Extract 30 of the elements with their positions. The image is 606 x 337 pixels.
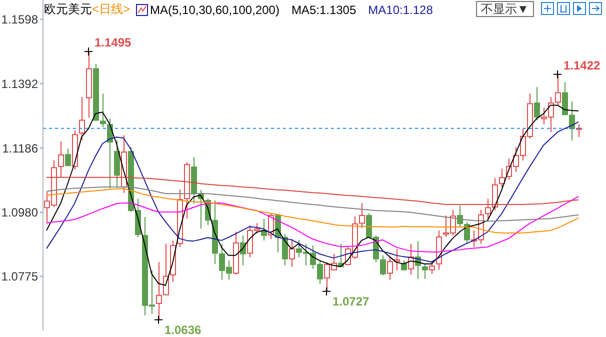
text: MA5:1.1305 [291, 2, 356, 16]
candlestick [464, 222, 470, 244]
candlestick [58, 140, 64, 178]
y-tick-label: 1.0980 [1, 206, 38, 220]
y-tick-label: 1.0775 [1, 270, 38, 284]
chart-subtitle: <日线> [92, 1, 130, 18]
candlestick [401, 260, 407, 271]
annotation: 1.0727 [332, 294, 370, 308]
candlestick [240, 234, 246, 266]
y-tick-label: 1.1392 [1, 76, 38, 91]
candlestick [65, 148, 71, 167]
candlestick [282, 233, 288, 266]
candlestick [100, 93, 106, 128]
annotation: 不显示▼ [476, 1, 534, 17]
candlestick [422, 263, 428, 280]
annotation: 1.1422 [564, 58, 601, 72]
chart-title: 欧元美元 [44, 1, 92, 18]
candlestick [79, 96, 85, 141]
candlestick [114, 140, 120, 188]
candlestick [289, 238, 295, 268]
candlestick [534, 86, 540, 121]
candlestick [499, 168, 505, 188]
annotation: MA(5,10,30,60,100,200) [150, 2, 280, 16]
y-tick-label: 1.1186 [2, 141, 38, 156]
y-tick-label: 1.1598 [1, 12, 38, 27]
annotation: 1.1495 [94, 36, 132, 50]
text: MA10:1.128 [368, 2, 433, 16]
annotation: 1.0636 [164, 322, 202, 337]
candlestick [429, 261, 435, 274]
candlestick [380, 254, 386, 276]
